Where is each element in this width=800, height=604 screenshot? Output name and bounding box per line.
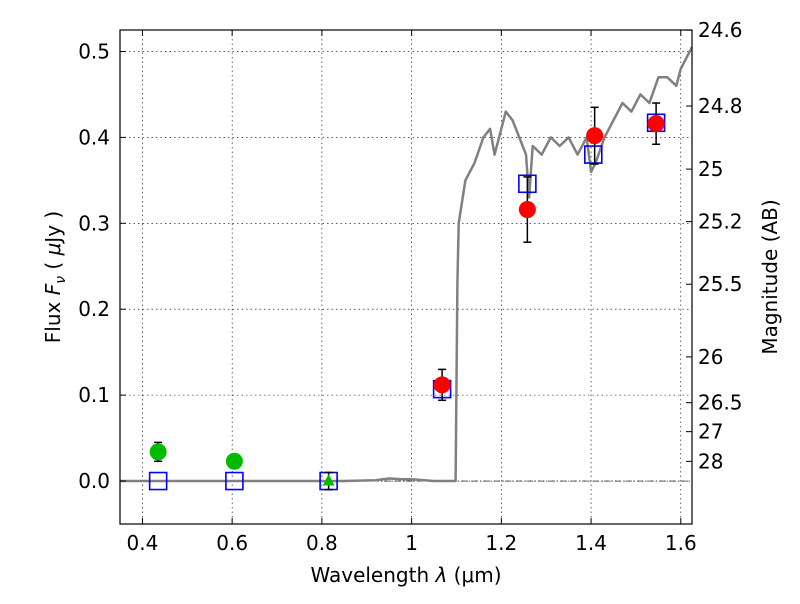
model-photometry-square xyxy=(584,145,603,164)
y-tick-label: 0.4 xyxy=(78,125,110,149)
model-photometry-square xyxy=(148,471,168,491)
label-layer: Wavelength λ (μm) Flux Fν ( μJy ) Magnit… xyxy=(41,199,782,587)
observed-flux-point xyxy=(225,452,243,470)
grid-layer xyxy=(120,30,692,524)
observed-flux-point xyxy=(647,115,665,133)
y2-tick-label: 25 xyxy=(698,157,723,181)
tick-layer: 0.4 0.6 0.8 1 1.2 1.4 1.6 0.0 0.1 0.2 0.3 0.4 0.5 24.… xyxy=(78,18,742,555)
observed-flux-point xyxy=(149,443,167,461)
y-tick-label: 0.1 xyxy=(78,383,110,407)
y2-tick-label: 26.5 xyxy=(698,391,743,415)
x-tick-label: 1.6 xyxy=(665,531,697,555)
data-layer xyxy=(120,46,694,491)
model-photometry-square xyxy=(225,471,244,491)
observed-flux-point xyxy=(518,201,536,219)
y2-tick-label: 26 xyxy=(698,345,723,369)
y2-tick-label: 24.8 xyxy=(698,94,743,118)
y2-tick-label: 24.6 xyxy=(698,18,743,42)
y-tick-label: 0.5 xyxy=(78,39,110,63)
x-tick-label: 1 xyxy=(405,531,418,555)
x-tick-label: 0.4 xyxy=(127,531,159,555)
x-axis-label: Wavelength λ (μm) xyxy=(310,563,501,587)
y2-tick-label: 25.5 xyxy=(698,272,743,296)
y-tick-label: 0.2 xyxy=(78,297,110,321)
x-tick-label: 1.2 xyxy=(485,531,517,555)
model-spectrum-line xyxy=(120,46,694,483)
y-axis-label: Flux Fν ( μJy ) xyxy=(41,211,69,343)
plot-frame xyxy=(119,29,693,525)
x-tick-label: 1.4 xyxy=(575,531,607,555)
x-tick-label: 0.8 xyxy=(306,531,338,555)
observed-flux-point xyxy=(586,127,604,145)
y2-axis-label: Magnitude (AB) xyxy=(758,199,782,354)
y2-tick-label: 27 xyxy=(698,420,723,444)
observed-flux-triangle xyxy=(322,473,335,486)
observed-flux-point xyxy=(433,376,451,394)
y-tick-label: 0.3 xyxy=(78,211,110,235)
x-tick-label: 0.6 xyxy=(216,531,248,555)
y2-tick-label: 25.2 xyxy=(698,210,743,234)
y-tick-label: 0.0 xyxy=(78,469,110,493)
y2-tick-label: 28 xyxy=(698,449,723,473)
